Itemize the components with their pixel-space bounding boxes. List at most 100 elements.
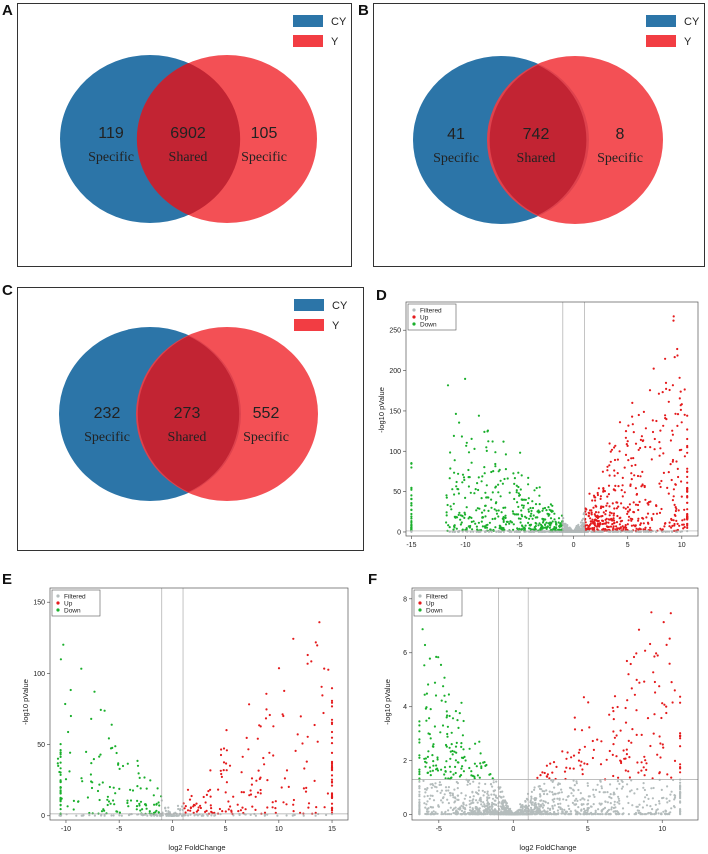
venn-chart-b: CY Y 41 Specific 742 Shared 8 Specific [413,15,700,224]
data-point [622,527,625,530]
data-point [524,805,527,808]
data-point [330,806,334,809]
data-point [129,799,133,802]
data-point [586,803,589,806]
data-point [202,795,205,799]
data-point [248,703,251,706]
data-point [592,803,595,806]
data-point [618,450,621,453]
data-point [575,780,578,783]
data-point [480,800,483,803]
venn-panel-a: CY Y 119 Specific 6902 Shared 105 Specif… [17,3,352,267]
data-point [232,814,235,817]
legend-marker-up [56,601,60,605]
data-point [601,519,604,522]
data-point [131,789,135,792]
data-point [590,509,593,512]
data-point [661,702,664,705]
data-point [641,439,644,443]
data-point [612,743,615,746]
data-point [535,805,538,808]
data-point [593,522,596,525]
data-point [640,761,643,764]
data-point [655,652,658,655]
data-point [653,437,656,441]
data-point [654,803,657,806]
data-point [663,525,666,528]
data-point [621,807,625,810]
data-point [588,492,591,495]
data-point [469,530,472,533]
data-point [456,813,459,816]
data-point [315,806,318,809]
data-point [410,520,413,523]
plot-frame [405,301,699,537]
data-point [488,805,491,808]
data-point [259,788,262,792]
data-point [502,506,505,509]
data-point [642,800,645,803]
data-point [624,524,627,527]
data-point [646,717,650,720]
data-point [462,811,465,814]
data-point [672,315,675,318]
data-point [597,519,600,523]
data-point [491,777,494,780]
data-point [313,779,316,782]
data-point [259,776,262,779]
data-point [137,772,140,775]
data-point [423,643,427,647]
data-point [595,519,599,522]
data-point [617,812,620,816]
data-point [107,800,111,803]
data-point [591,528,594,531]
data-point [219,753,223,757]
data-point [502,440,505,443]
data-point [582,807,586,810]
data-point [139,787,142,790]
data-point [98,798,101,802]
data-point [647,501,651,504]
data-point [628,503,631,506]
data-point [292,810,295,813]
data-point [236,803,239,806]
data-point [630,457,633,460]
data-point [454,710,457,713]
data-point [679,701,682,704]
data-point [176,804,180,807]
data-point [645,768,648,771]
data-point [274,811,277,814]
data-point [306,662,309,665]
data-point [517,471,520,474]
data-point [676,467,679,470]
data-point [671,499,674,502]
data-point [607,484,611,487]
data-point [477,521,480,524]
data-point [679,784,682,787]
data-point [220,772,223,776]
data-point [501,812,504,815]
data-point [537,524,540,527]
data-point [496,797,499,800]
legend-swatch-cy [293,15,323,27]
data-point [86,796,89,799]
data-point [180,814,184,817]
data-point [488,796,491,799]
data-point [593,812,596,815]
data-point [330,722,334,726]
data-point [241,755,244,758]
data-point [426,813,430,816]
y-tick-label: 250 [389,328,401,335]
data-point [100,810,104,813]
data-point [554,520,557,523]
data-point [440,813,443,816]
data-point [631,423,634,426]
y-axis-label: -log10 pValue [377,387,386,433]
data-point [636,761,639,764]
data-point [524,524,527,527]
venn-overlap [489,65,587,215]
data-point [599,507,602,510]
data-point [526,806,529,809]
data-point [537,802,540,805]
data-point [655,530,658,533]
